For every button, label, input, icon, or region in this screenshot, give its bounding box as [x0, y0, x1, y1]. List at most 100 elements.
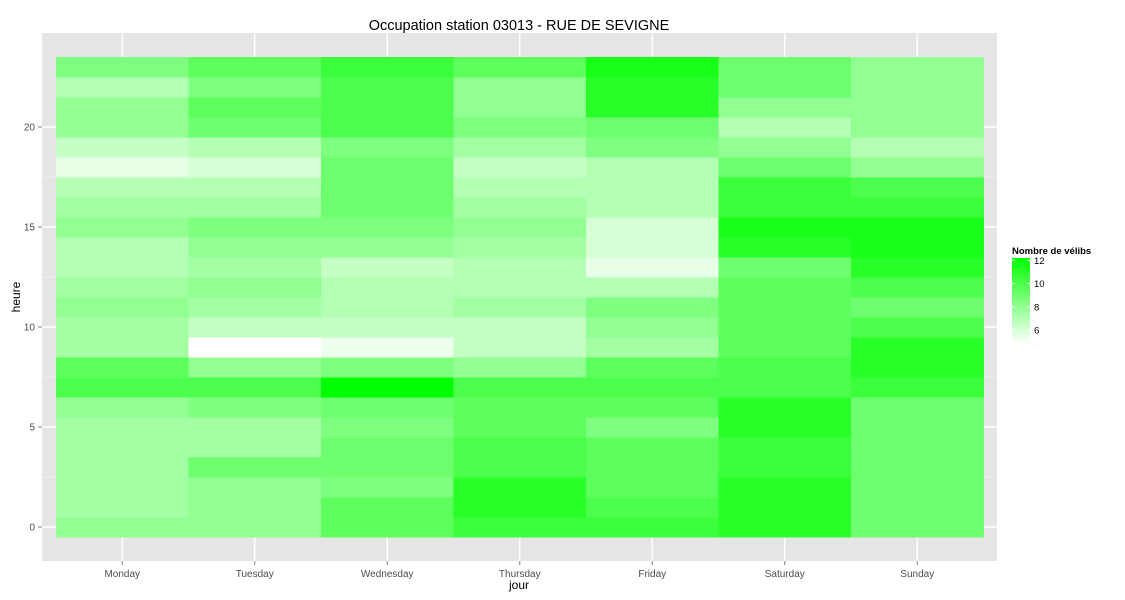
heatmap-cell [851, 517, 984, 538]
heatmap-cell [718, 217, 852, 238]
heatmap-cell [321, 277, 454, 298]
heatmap-cell [453, 437, 587, 458]
heatmap-cell [851, 357, 984, 378]
heatmap-cell [851, 457, 984, 478]
heatmap-cell [851, 317, 984, 338]
heatmap-cell [586, 157, 719, 178]
heatmap-cell [718, 517, 852, 538]
heatmap-cell [453, 217, 587, 238]
legend-tick-label: 10 [1034, 279, 1045, 290]
heatmap-cell [453, 517, 587, 538]
heatmap-cell [56, 77, 189, 98]
heatmap-cell [56, 177, 189, 198]
heatmap-cell [851, 417, 984, 438]
heatmap-cell [453, 497, 587, 518]
heatmap-cell [188, 77, 322, 98]
heatmap-cell [718, 497, 852, 518]
heatmap-cell [718, 237, 852, 258]
x-tick-label: Friday [638, 569, 666, 580]
heatmap-cell [56, 357, 189, 378]
heatmap-cell [453, 457, 587, 478]
y-tick-label: 10 [24, 323, 36, 334]
heatmap-cell [188, 417, 322, 438]
heatmap-cell [188, 297, 322, 318]
y-tick-label: 5 [29, 423, 35, 434]
heatmap-cell [321, 297, 454, 318]
heatmap-cell [586, 137, 719, 158]
heatmap-cell [453, 257, 587, 278]
heatmap-cell [718, 277, 852, 298]
heatmap-cell [188, 257, 322, 278]
heatmap-cell [718, 457, 852, 478]
heatmap-cell [188, 157, 322, 178]
y-tick-label: 15 [24, 223, 36, 234]
heatmap-cell [718, 137, 852, 158]
heatmap-cell [851, 477, 984, 498]
heatmap-cell [586, 397, 719, 418]
heatmap-cell [56, 317, 189, 338]
heatmap-cell [56, 297, 189, 318]
heatmap-cell [56, 477, 189, 498]
heatmap-cell [321, 197, 454, 218]
heatmap-cell [718, 317, 852, 338]
heatmap-cell [188, 57, 322, 78]
heatmap-cell [188, 437, 322, 458]
heatmap-cell [851, 237, 984, 258]
heatmap-cell [586, 517, 719, 538]
heatmap-cell [586, 357, 719, 378]
heatmap-cell [56, 197, 189, 218]
heatmap-cell [321, 217, 454, 238]
heatmap-cell [321, 437, 454, 458]
heatmap-cell [718, 257, 852, 278]
legend-tick-label: 12 [1034, 256, 1045, 267]
heatmap-cell [718, 57, 852, 78]
heatmap-cell [321, 77, 454, 98]
heatmap-cell [851, 497, 984, 518]
x-tick-label: Wednesday [361, 569, 414, 580]
heatmap-cell [851, 157, 984, 178]
heatmap-cell [453, 77, 587, 98]
heatmap-cell [586, 217, 719, 238]
heatmap-cell [188, 217, 322, 238]
heatmap-cell [321, 357, 454, 378]
legend: Nombre de vélibs 6 8 10 12 [1012, 246, 1091, 344]
heatmap-cell [453, 97, 587, 118]
heatmap-cell [321, 257, 454, 278]
heatmap-cell [56, 497, 189, 518]
heatmap-cell [321, 517, 454, 538]
heatmap-cell [56, 57, 189, 78]
heatmap-cell [453, 197, 587, 218]
heatmap-cell [586, 437, 719, 458]
legend-colorbar [1012, 258, 1030, 344]
heatmap-cell [851, 337, 984, 358]
heatmap-cell [718, 157, 852, 178]
heatmap-cell [188, 477, 322, 498]
heatmap-cell [453, 157, 587, 178]
heatmap-cell [851, 77, 984, 98]
heatmap-cell [188, 317, 322, 338]
heatmap-tiles [56, 57, 984, 538]
heatmap-cell [453, 477, 587, 498]
x-axis-ticks: Monday Tuesday Wednesday Thursday Friday Satu… [104, 561, 934, 580]
heatmap-cell [56, 137, 189, 158]
heatmap-cell [188, 457, 322, 478]
heatmap-cell [586, 97, 719, 118]
heatmap-cell [718, 377, 852, 398]
heatmap-cell [718, 417, 852, 438]
heatmap-cell [56, 417, 189, 438]
heatmap-cell [453, 177, 587, 198]
heatmap-cell [586, 257, 719, 278]
heatmap-cell [321, 97, 454, 118]
x-axis-label: jour [508, 578, 529, 592]
heatmap-cell [718, 337, 852, 358]
heatmap-cell [586, 277, 719, 298]
heatmap-cell [851, 397, 984, 418]
heatmap-cell [56, 237, 189, 258]
heatmap-cell [718, 177, 852, 198]
heatmap-cell [851, 57, 984, 78]
heatmap-cell [56, 157, 189, 178]
heatmap-cell [56, 437, 189, 458]
heatmap-cell [56, 397, 189, 418]
heatmap-cell [56, 377, 189, 398]
heatmap-cell [453, 377, 587, 398]
